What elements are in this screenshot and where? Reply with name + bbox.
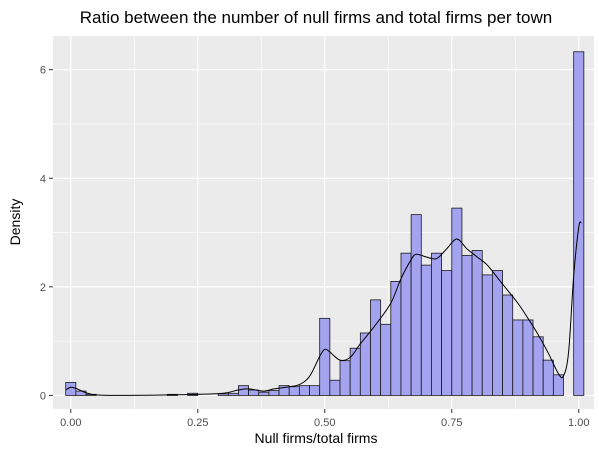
histogram-bar	[319, 317, 331, 396]
histogram-bar	[380, 323, 392, 396]
y-axis: 0 2 4 6	[40, 65, 53, 402]
histogram-bar	[461, 254, 473, 396]
x-tick-label: 0.75	[441, 417, 462, 429]
x-tick-label: 0.00	[60, 417, 81, 429]
histogram-bar	[451, 207, 463, 396]
histogram-bar	[298, 385, 310, 396]
x-tick-label: 0.50	[314, 417, 335, 429]
histogram-bar	[492, 270, 503, 396]
histogram-bar	[309, 385, 321, 396]
histogram-bar	[573, 51, 585, 396]
y-tick-label: 6	[40, 65, 46, 77]
histogram-bar	[248, 389, 260, 396]
histogram-bars	[65, 51, 585, 396]
histogram-bar	[390, 281, 402, 396]
y-tick-label: 4	[40, 173, 46, 185]
histogram-bar	[512, 319, 524, 396]
histogram-bar	[370, 299, 382, 396]
x-axis-title: Null firms/total firms	[255, 430, 378, 446]
histogram-bar	[441, 270, 453, 396]
y-tick-label: 2	[40, 282, 46, 294]
histogram-bar	[542, 359, 554, 396]
histogram-bar	[268, 390, 280, 396]
histogram-bar	[227, 392, 239, 396]
histogram-bar	[329, 379, 341, 396]
histogram-bar	[65, 381, 77, 396]
histogram-bar	[288, 386, 300, 396]
histogram-bar	[502, 294, 514, 396]
histogram-bar	[258, 391, 270, 396]
y-axis-title: Density	[7, 199, 23, 246]
histogram-bar	[522, 319, 534, 396]
histogram-bar	[339, 360, 351, 396]
histogram-bar	[431, 252, 443, 396]
chart-title: Ratio between the number of null firms a…	[80, 8, 552, 27]
x-axis: 0.00 0.25 0.50 0.75 1.00	[60, 409, 589, 429]
y-tick-label: 0	[40, 390, 46, 402]
histogram-bar	[410, 214, 422, 396]
histogram-bar	[238, 385, 249, 396]
histogram-bar	[471, 250, 483, 396]
x-tick-label: 1.00	[568, 417, 589, 429]
histogram-bar	[481, 274, 493, 396]
x-tick-label: 0.25	[187, 417, 208, 429]
density-curve	[65, 221, 582, 396]
histogram-bar	[420, 264, 432, 396]
histogram-bar	[532, 336, 544, 396]
histogram-bar	[552, 374, 564, 396]
grid-minor	[53, 36, 594, 409]
